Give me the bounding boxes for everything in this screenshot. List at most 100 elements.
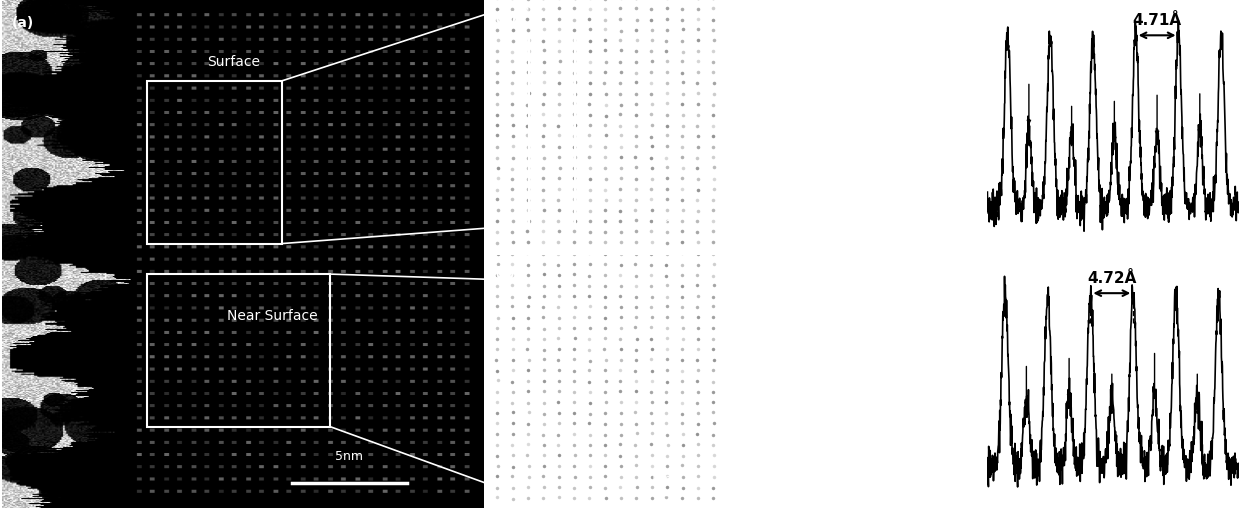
Point (687, 229, 707, 237)
Point (688, 37, 708, 45)
Text: 4.71Å: 4.71Å (1132, 13, 1182, 28)
Point (703, 132, 723, 140)
Point (487, 377, 507, 385)
Point (641, 440, 661, 448)
Point (610, 59, 630, 67)
Point (672, 461, 692, 469)
Point (580, 207, 600, 215)
Point (610, 271, 630, 279)
Point (502, 378, 522, 386)
Point (580, 462, 600, 470)
Point (641, 48, 661, 56)
Point (549, 377, 569, 385)
Point (518, 409, 538, 417)
Point (487, 303, 507, 311)
Point (703, 91, 723, 99)
Point (688, 111, 708, 120)
Point (579, 378, 599, 386)
Point (611, 409, 631, 417)
Point (595, 388, 615, 397)
Point (657, 217, 677, 225)
Point (673, 91, 693, 99)
Point (610, 91, 630, 99)
Point (626, 303, 646, 311)
Point (503, 366, 523, 374)
Point (548, 196, 568, 205)
Point (503, 335, 523, 343)
Point (611, 313, 631, 321)
Point (517, 451, 537, 459)
Point (642, 239, 662, 247)
Point (672, 133, 692, 141)
Point (487, 37, 507, 45)
Point (580, 111, 600, 120)
Point (502, 472, 522, 480)
Point (595, 431, 615, 439)
Point (548, 356, 568, 364)
Point (518, 261, 538, 269)
Text: (T̅ 11̅): (T̅ 11̅) (795, 458, 826, 468)
Point (533, 90, 553, 98)
Point (580, 451, 600, 459)
Point (703, 144, 723, 152)
Point (703, 26, 723, 35)
Point (657, 90, 677, 98)
Point (610, 196, 630, 205)
Point (641, 304, 661, 312)
Point (502, 90, 522, 98)
Point (688, 472, 708, 480)
Point (641, 80, 661, 88)
Point (595, 261, 615, 269)
Point (595, 122, 615, 130)
Point (688, 186, 708, 194)
Point (549, 112, 569, 120)
Point (549, 48, 569, 56)
Point (502, 185, 522, 193)
Point (549, 292, 569, 300)
Point (626, 452, 646, 460)
Point (611, 143, 631, 151)
Point (626, 5, 646, 13)
Point (502, 176, 522, 184)
Point (688, 26, 708, 35)
Point (626, 346, 646, 354)
Point (657, 228, 677, 236)
Point (673, 472, 693, 480)
Point (610, 239, 630, 247)
Point (534, 483, 554, 491)
Point (657, 452, 677, 460)
Text: (e): (e) (730, 266, 751, 280)
Point (641, 356, 661, 364)
Point (517, 238, 537, 246)
Point (673, 0, 693, 3)
Point (626, 101, 646, 109)
Text: 1nm: 1nm (650, 472, 676, 485)
Point (487, 271, 507, 279)
Point (641, 261, 661, 269)
Point (533, 410, 553, 418)
Point (518, 324, 538, 332)
Point (657, 185, 677, 193)
Point (564, 250, 584, 258)
Point (564, 0, 584, 3)
Text: (002): (002) (813, 26, 841, 36)
Point (579, 186, 599, 194)
Point (688, 176, 708, 184)
Point (641, 17, 661, 25)
Point (549, 419, 569, 428)
Point (672, 399, 692, 407)
Point (487, 132, 507, 140)
Point (657, 143, 677, 151)
Point (518, 420, 538, 429)
Point (703, 122, 723, 130)
Point (641, 335, 661, 344)
Point (611, 0, 631, 3)
Point (594, 79, 614, 88)
Point (688, 324, 708, 332)
Point (517, 6, 537, 14)
Point (579, 335, 599, 344)
Point (610, 5, 630, 13)
Point (672, 144, 692, 152)
Point (672, 250, 692, 258)
Point (611, 494, 631, 502)
